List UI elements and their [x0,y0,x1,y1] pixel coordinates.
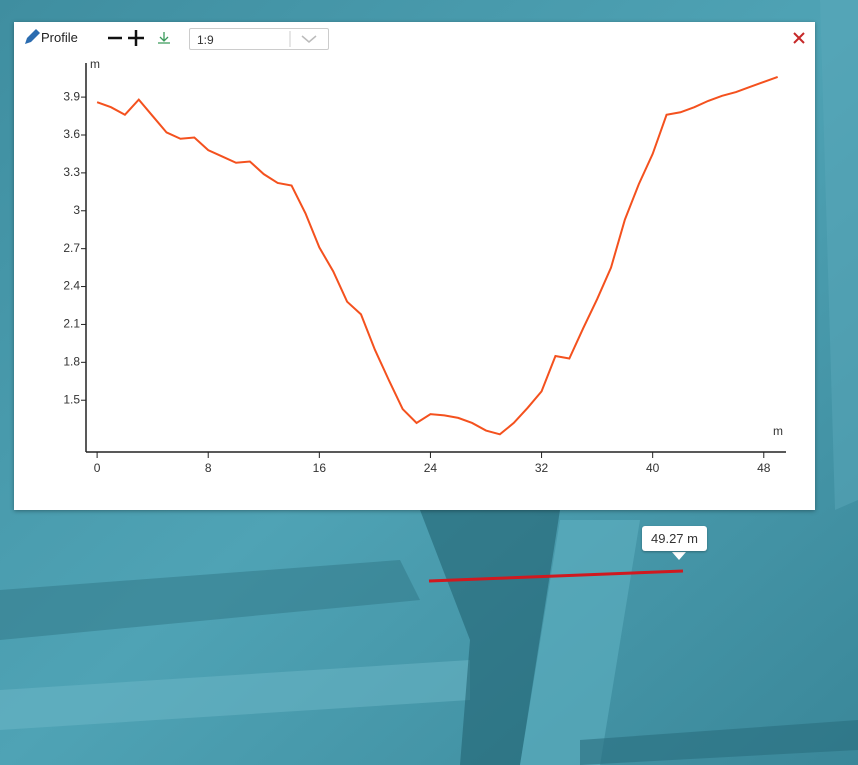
y-tick-label: 3 [73,203,80,217]
screen: 49.27 m Profile 1:9 mm1.51.82.12.42.733.… [0,0,858,765]
y-tick-label: 2.7 [63,241,80,255]
y-tick-label: 1.8 [63,354,80,368]
y-tick-label: 2.4 [63,279,80,293]
x-tick-label: 16 [313,461,327,475]
x-tick-label: 0 [94,461,101,475]
x-axis-label: m [773,424,783,438]
x-tick-label: 24 [424,461,438,475]
y-tick-label: 2.1 [63,317,80,331]
x-tick-label: 32 [535,461,549,475]
y-axis-label: m [90,57,100,71]
x-tick-label: 48 [757,461,771,475]
x-tick-label: 8 [205,461,212,475]
y-tick-label: 3.6 [63,127,80,141]
y-tick-label: 1.5 [63,392,80,406]
x-tick-label: 40 [646,461,660,475]
measure-label: 49.27 m [642,526,707,551]
profile-line [97,77,778,434]
chart: m m 1.5 1.8 2.1 2.4 2.7 3 3.3 3.6 3.9 0 8 16 24 32 40 48 [14,22,815,510]
y-tick-label: 3.3 [63,165,80,179]
y-tick-label: 3.9 [63,89,80,103]
